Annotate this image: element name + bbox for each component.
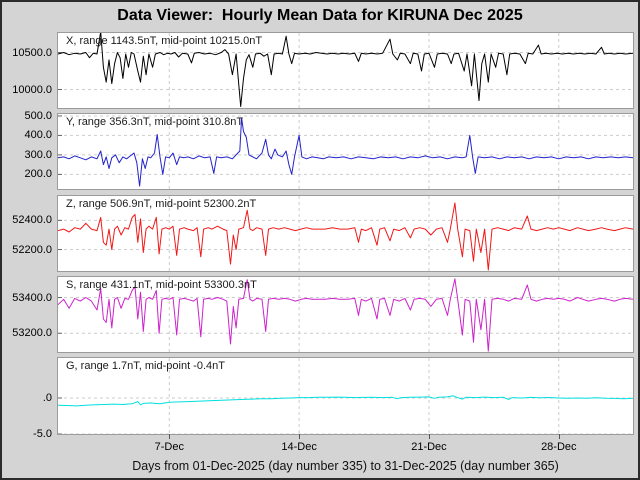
x-tick-label: 14-Dec bbox=[281, 441, 317, 453]
series-line-y bbox=[58, 117, 633, 187]
y-tick-label: 53400.0 bbox=[12, 291, 52, 304]
x-tick-label: 7-Dec bbox=[154, 441, 184, 453]
y-tick-label: 200.0 bbox=[24, 168, 52, 181]
series-line-z bbox=[58, 202, 633, 271]
series-line-g bbox=[58, 395, 633, 407]
y-tick-label: -5.0 bbox=[33, 428, 52, 440]
panel-label-s: S, range 431.1nT, mid-point 53300.3nT bbox=[66, 279, 257, 291]
series-line-x bbox=[58, 33, 633, 107]
x-tick-label: 21-Dec bbox=[411, 441, 447, 453]
panel-s-canvas bbox=[58, 277, 633, 352]
y-tick-label: 10000.0 bbox=[12, 83, 52, 96]
x-axis-caption: Days from 01-Dec-2025 (day number 335) t… bbox=[132, 459, 559, 473]
y-tick-label: 10500.0 bbox=[12, 46, 52, 59]
panel-x-canvas bbox=[58, 33, 633, 108]
panel-x: X, range 1143.5nT, mid-point 10215.0nT bbox=[57, 32, 634, 109]
y-tick-label: .0 bbox=[42, 391, 52, 404]
y-tick-label: 53200.0 bbox=[12, 327, 52, 340]
panel-s: S, range 431.1nT, mid-point 53300.3nT bbox=[57, 276, 634, 353]
y-tick-label: 500.0 bbox=[24, 109, 52, 122]
panel-y: Y, range 356.3nT, mid-point 310.8nT bbox=[57, 113, 634, 190]
panel-label-x: X, range 1143.5nT, mid-point 10215.0nT bbox=[66, 35, 263, 47]
y-tick-label: 52200.0 bbox=[12, 243, 52, 256]
panel-label-g: G, range 1.7nT, mid-point -0.4nT bbox=[66, 360, 225, 372]
x-tick-mark bbox=[558, 434, 560, 439]
y-tick-label: 400.0 bbox=[24, 129, 52, 142]
panel-g: G, range 1.7nT, mid-point -0.4nT bbox=[57, 357, 634, 435]
page-title: Data Viewer: Hourly Mean Data for KIRUNA… bbox=[117, 7, 523, 24]
y-tick-label: 300.0 bbox=[24, 148, 52, 161]
panel-z: Z, range 506.9nT, mid-point 52300.2nT bbox=[57, 195, 634, 272]
series-line-s bbox=[58, 278, 633, 352]
x-tick-mark bbox=[169, 434, 171, 439]
panel-label-y: Y, range 356.3nT, mid-point 310.8nT bbox=[66, 116, 244, 128]
x-tick-mark bbox=[428, 434, 430, 439]
x-tick-label: 28-Dec bbox=[541, 441, 577, 453]
y-tick-label: 52400.0 bbox=[12, 214, 52, 227]
panel-label-z: Z, range 506.9nT, mid-point 52300.2nT bbox=[66, 198, 257, 210]
panel-g-canvas bbox=[58, 358, 633, 434]
x-tick-mark bbox=[299, 434, 301, 439]
panel-z-canvas bbox=[58, 196, 633, 271]
panel-y-canvas bbox=[58, 114, 633, 189]
